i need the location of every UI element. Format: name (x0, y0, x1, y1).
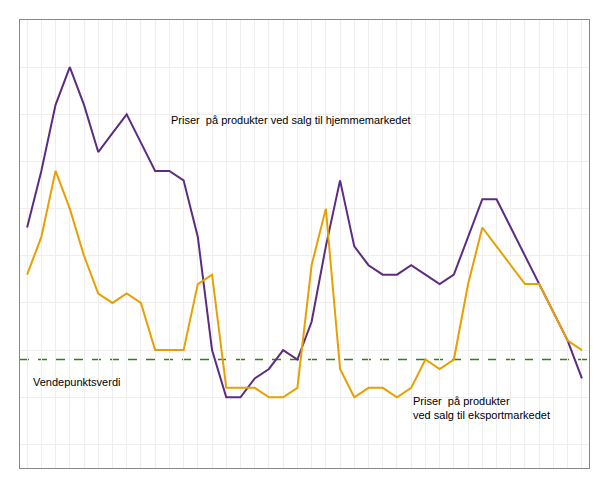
svg-text:Priser på produkter ved salg: Priser på produkter ved salg til hjemmem… (171, 114, 411, 126)
svg-text:Priser på produkterved salg t: Priser på produkterved salg til eksportm… (413, 395, 550, 421)
svg-text:Vendepunktsverdi: Vendepunktsverdi (33, 376, 120, 388)
